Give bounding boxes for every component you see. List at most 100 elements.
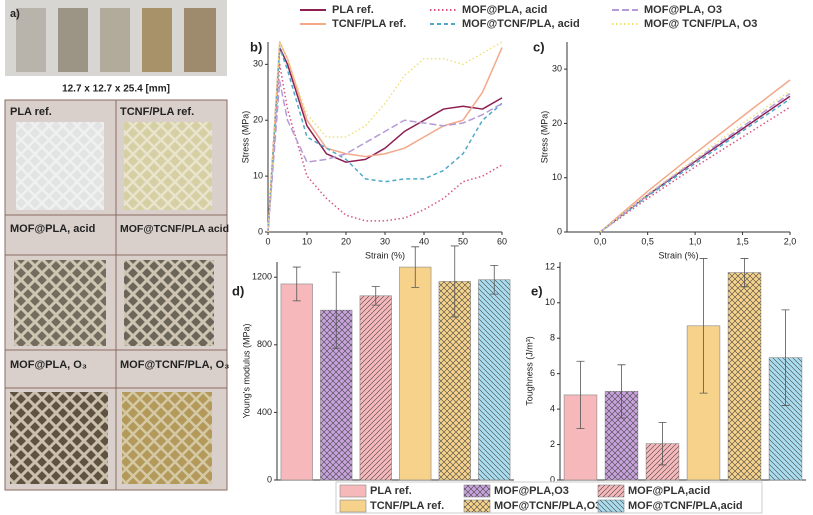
data-line (267, 41, 503, 233)
x-tick-label: 0,0 (594, 236, 607, 246)
legend-pattern (464, 500, 490, 512)
error-bar (740, 258, 749, 288)
dimensions: 12.7 x 12.7 x 25.4 [mm] (62, 84, 170, 95)
data-line (599, 90, 791, 233)
x-tick-label: 10 (302, 236, 312, 246)
x-tick-label: 0 (265, 236, 270, 246)
error-bar (658, 421, 667, 466)
y-tick-label: 0 (550, 474, 555, 484)
error-bar (490, 264, 499, 295)
data-line (267, 46, 503, 233)
lattice (16, 122, 104, 210)
data-line (267, 63, 503, 233)
bar (280, 283, 313, 481)
y-tick-label: 800 (257, 339, 272, 349)
y-tick-label: 1200 (252, 272, 272, 282)
legend-label: MOF@PLA,O3 (494, 485, 569, 497)
legend-box (335, 481, 763, 514)
y-axis-label: Young's modulus (MPa) (241, 324, 251, 419)
y-axis-label: Stress (MPa) (240, 111, 250, 164)
data-line (599, 106, 791, 233)
x-tick-label: 30 (380, 236, 390, 246)
error-bar (371, 286, 380, 306)
y-tick-label: 20 (552, 118, 562, 128)
x-tick-label: 20 (341, 236, 351, 246)
bar-pattern (359, 295, 392, 480)
legend-label: TCNF/PLA ref. (332, 18, 406, 30)
error-bar (292, 266, 301, 302)
legend-label: PLA ref. (332, 4, 374, 16)
y-tick-label: 12 (545, 262, 555, 272)
error-bar (699, 258, 708, 394)
error-bar (411, 246, 420, 288)
sample-label: MOF@PLA, acid (10, 223, 95, 235)
data-line (267, 46, 503, 233)
sample-label: TCNF/PLA ref. (120, 106, 194, 118)
y-tick-label: 2 (550, 439, 555, 449)
legend-label: MOF@TCNF/PLA, acid (462, 18, 580, 30)
legend-label: MOF@PLA, O3 (644, 4, 722, 16)
legend-label: MOF@PLA,acid (628, 485, 710, 497)
y-axis-label: Stress (MPa) (539, 111, 549, 164)
panel-label: d) (232, 283, 244, 298)
y-tick-label: 8 (550, 333, 555, 343)
legend-label: PLA ref. (370, 485, 412, 497)
bar-pattern (478, 279, 511, 480)
data-line (599, 98, 791, 233)
data-line (267, 80, 503, 233)
legend-swatch (339, 499, 367, 513)
lattice (14, 260, 106, 346)
lattice (10, 392, 108, 484)
panel-label: b) (250, 39, 262, 54)
x-tick-label: 1,0 (689, 236, 702, 246)
sample-label: MOF@TCNF/PLA, O₃ (120, 359, 229, 371)
y-tick-label: 10 (552, 172, 562, 182)
legend-label: MOF@TCNF/PLA,acid (628, 500, 743, 512)
error-bar (617, 364, 626, 419)
y-tick-label: 0 (267, 474, 272, 484)
y-tick-label: 400 (257, 407, 272, 417)
x-tick-label: 2,0 (784, 236, 797, 246)
sample-label: PLA ref. (10, 106, 52, 118)
axis (267, 42, 502, 233)
lattice (124, 122, 212, 210)
panel-label: a) (10, 8, 20, 20)
legend-pattern (598, 485, 624, 497)
legend-swatch (339, 484, 367, 498)
y-tick-label: 0 (258, 226, 263, 236)
legend-label: TCNF/PLA ref. (370, 500, 444, 512)
lattice (124, 260, 214, 346)
bar (399, 266, 432, 481)
x-axis-label: Strain (%) (658, 250, 698, 260)
y-tick-label: 10 (545, 297, 555, 307)
error-bar (332, 271, 341, 349)
lattice (122, 392, 212, 484)
error-bar (450, 245, 459, 318)
x-tick-label: 50 (458, 236, 468, 246)
error-bar (781, 309, 790, 406)
x-tick-label: 0,5 (641, 236, 654, 246)
y-tick-label: 0 (557, 226, 562, 236)
y-axis-label: Toughness (J/m³) (524, 336, 534, 406)
panel-label: c) (533, 39, 545, 54)
legend-label: MOF@TCNF/PLA,O3 (494, 500, 601, 512)
legend-label: MOF@ TCNF/PLA, O3 (644, 18, 757, 30)
specimen (100, 8, 130, 72)
specimen (58, 8, 88, 72)
data-line (599, 79, 791, 233)
panel-label: e) (531, 283, 543, 298)
y-tick-label: 6 (550, 368, 555, 378)
panel-a: a) 12.7 x 12.7 x 25.4 [mm] PLA ref. TCNF… (4, 0, 229, 491)
legend-pattern (598, 500, 624, 512)
y-tick-label: 30 (253, 59, 263, 69)
specimen (16, 8, 46, 72)
x-tick-label: 60 (497, 236, 507, 246)
y-tick-label: 30 (552, 64, 562, 74)
data-line (599, 95, 791, 233)
specimen (142, 8, 172, 72)
x-tick-label: 40 (419, 236, 429, 246)
sample-label: MOF@TCNF/PLA acid (120, 223, 229, 235)
legend-label: MOF@PLA, acid (462, 4, 547, 16)
y-tick-label: 10 (253, 170, 263, 180)
